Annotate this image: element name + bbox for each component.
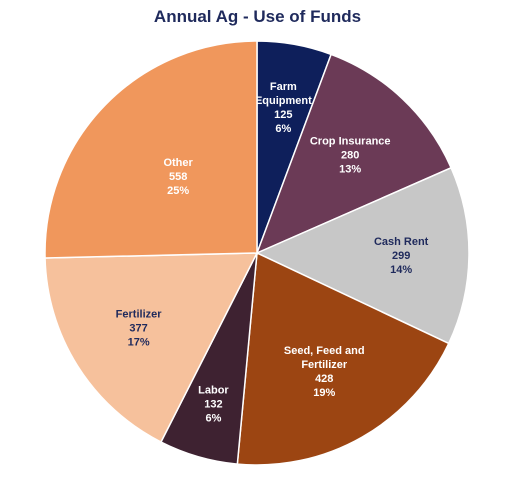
chart-title: Annual Ag - Use of Funds	[153, 7, 362, 26]
slice-label: Other 558 25%	[163, 157, 193, 197]
pie-slice	[44, 252, 259, 444]
pie-slice	[255, 53, 453, 255]
slice-label: Farm Equipment 125 6%	[255, 81, 312, 135]
pie-slice	[44, 40, 258, 259]
pie-slice	[236, 251, 450, 466]
slice-label: Cash Rent 299 14%	[374, 236, 429, 276]
pie-slice	[255, 166, 470, 345]
slice-label: Seed, Feed and Fertilizer 428 19%	[284, 345, 365, 399]
slice-label: Crop Insurance 280 13%	[310, 135, 391, 175]
slice-label: Labor 132 6%	[198, 385, 229, 425]
slice-label: Fertilizer 377 17%	[116, 309, 163, 349]
